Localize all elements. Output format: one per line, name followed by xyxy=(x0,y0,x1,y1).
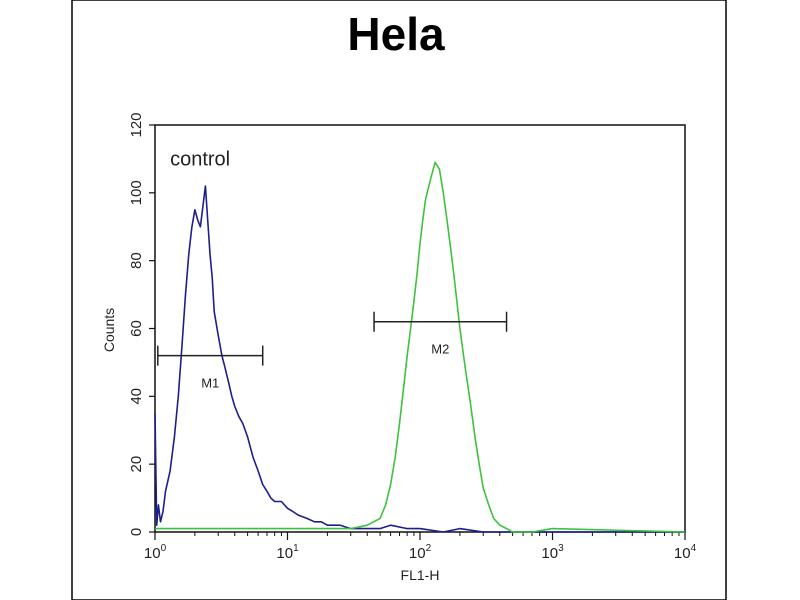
x-axis-label: FL1-H xyxy=(401,567,440,583)
x-tick-label: 102 xyxy=(409,543,432,562)
y-tick-label: 120 xyxy=(128,112,145,137)
x-tick-base: 10 xyxy=(541,545,558,562)
y-tick-label: 0 xyxy=(128,528,145,536)
y-tick-label: 20 xyxy=(128,456,145,473)
y-tick-label: 80 xyxy=(128,252,145,269)
y-axis: 0 20 40 60 80 100 120 xyxy=(128,112,155,536)
annotation-control: control xyxy=(170,149,230,171)
y-axis-label: Counts xyxy=(101,308,117,352)
x-tick-exponent: 2 xyxy=(426,543,432,554)
x-tick-exponent: 3 xyxy=(558,543,564,554)
marker-layer: M1 M2 xyxy=(157,311,508,391)
x-tick-base: 10 xyxy=(276,545,293,562)
x-tick-base: 10 xyxy=(409,545,426,562)
x-tick-label: 101 xyxy=(276,543,299,562)
x-tick-base: 10 xyxy=(144,545,161,562)
y-tick-label: 100 xyxy=(128,180,145,205)
series-layer xyxy=(154,161,686,533)
x-tick-exponent: 1 xyxy=(293,543,299,554)
figure-border xyxy=(71,0,727,600)
x-tick-label: 100 xyxy=(144,543,167,562)
histogram-series-1 xyxy=(154,185,685,533)
gate-label: M1 xyxy=(201,376,219,391)
x-axis: 100 101 102 103 104 xyxy=(144,532,697,562)
gate-label: M2 xyxy=(431,342,449,357)
x-tick-label: 103 xyxy=(541,543,564,562)
chart-title: Hela xyxy=(347,8,445,60)
x-tick-exponent: 4 xyxy=(691,543,697,554)
y-tick-label: 40 xyxy=(128,388,145,405)
x-tick-base: 10 xyxy=(674,545,691,562)
x-tick-exponent: 0 xyxy=(161,543,167,554)
histogram-series-2 xyxy=(155,161,686,533)
y-tick-label: 60 xyxy=(128,320,145,337)
annotation-layer: control xyxy=(170,149,230,171)
x-tick-label: 104 xyxy=(674,543,697,562)
